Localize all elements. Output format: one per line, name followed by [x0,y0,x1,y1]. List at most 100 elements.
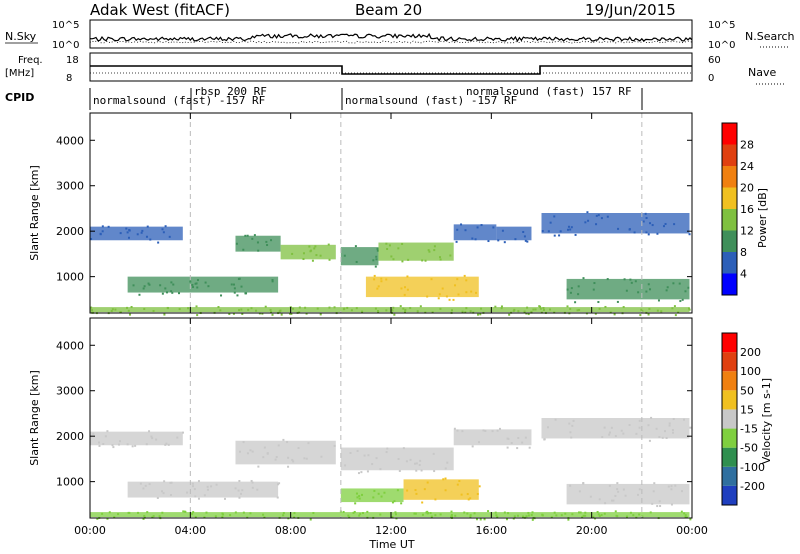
velocity-echo-speckle [396,489,399,492]
velocity-echo-speckle [581,516,584,519]
nsearch-tick-high: 10^5 [708,20,735,31]
power-echo-speckle [403,293,406,296]
velocity-echo-speckle [415,462,418,465]
power-echo-speckle [119,311,122,314]
power-echo-speckle [549,308,552,311]
power-echo-speckle [194,282,197,285]
velocity-echo-speckle [169,481,172,484]
velocity-echo-speckle [473,512,476,515]
velocity-echo-speckle [670,485,673,488]
power-echo-speckle [328,258,331,261]
power-echo-speckle [399,305,402,308]
velocity-echo-speckle [430,515,433,518]
power-echo-speckle [517,310,520,313]
velocity-echo-speckle [92,432,95,435]
velocity-echo-speckle [397,458,400,461]
velocity-echo-speckle [102,442,105,445]
velocity-echo-speckle [242,441,245,444]
freq-trace [90,65,692,75]
velocity-echo-speckle [491,430,494,433]
power-colorbar-cell [722,123,737,145]
power-echo-speckle [189,280,192,283]
velocity-colorbar-cell [722,428,737,448]
nsky-strip-frame [89,19,693,49]
power-echo-band-6 [496,226,532,241]
velocity-echo-speckle [112,446,115,449]
velocity-colorbar-tick: -200 [740,480,765,493]
power-echo-speckle [649,288,652,291]
power-echo-speckle [577,293,580,296]
power-echo-speckle [452,298,455,301]
velocity-echo-speckle [409,458,412,461]
velocity-echo-speckle [476,518,479,521]
velocity-echo-speckle [521,441,524,444]
power-echo-speckle [553,215,556,218]
power-echo-speckle [648,307,651,310]
power-echo-speckle [110,310,113,313]
velocity-echo-speckle [359,512,362,515]
power-echo-speckle [656,232,659,235]
velocity-echo-speckle [483,518,486,521]
velocity-echo-speckle [555,514,558,517]
velocity-echo-speckle [653,482,656,485]
velocity-echo-speckle [478,485,481,488]
power-echo-speckle [101,225,104,228]
power-echo-speckle [187,307,190,310]
velocity-echo-speckle [97,441,100,444]
nsearch-tick-low: 10^0 [708,40,735,51]
power-echo-speckle [140,231,143,234]
velocity-ytick-label: 4000 [56,339,84,352]
velocity-echo-speckle [111,444,114,447]
velocity-echo-speckle [616,488,619,491]
power-echo-speckle [542,306,545,309]
xtick-label: 00:00 [74,524,106,537]
power-echo-speckle [191,283,194,286]
power-echo-speckle [350,309,353,312]
velocity-echo-speckle [543,438,546,441]
power-echo-speckle [569,291,572,294]
power-echo-speckle [298,311,301,314]
power-echo-speckle [264,305,267,308]
power-echo-speckle [138,293,141,296]
velocity-echo-speckle [400,502,403,505]
power-echo-speckle [419,305,422,308]
power-echo-band-5 [453,224,497,241]
power-echo-speckle [196,286,199,289]
velocity-echo-speckle [674,484,677,487]
power-echo-speckle [361,310,364,313]
power-colorbar-cell [722,209,737,231]
power-echo-speckle [441,287,444,290]
xtick-label: 00:00 [676,524,708,537]
velocity-echo-speckle [569,431,572,434]
velocity-echo-speckle [616,515,619,518]
power-echo-speckle [673,223,676,226]
power-echo-speckle [534,308,537,311]
velocity-echo-speckle [638,488,641,491]
velocity-echo-speckle [582,482,585,485]
velocity-echo-speckle [426,512,429,515]
velocity-echo-speckle [257,465,260,468]
power-echo-speckle [657,299,660,302]
velocity-echo-speckle [134,444,137,447]
power-echo-speckle [439,258,442,261]
power-echo-speckle [449,254,452,257]
power-echo-speckle [390,255,393,258]
velocity-echo-speckle [531,511,534,514]
power-echo-speckle [244,234,247,237]
velocity-echo-speckle [372,496,375,499]
power-echo-speckle [238,309,241,312]
power-echo-speckle [688,308,691,311]
velocity-echo-speckle [579,511,582,514]
power-echo-speckle [171,291,174,294]
power-echo-speckle [230,283,233,286]
power-echo-speckle [302,252,305,255]
velocity-echo-speckle [170,481,173,484]
power-colorbar-cell [722,144,737,166]
velocity-echo-speckle [274,458,277,461]
power-echo-speckle [430,278,433,281]
velocity-echo-speckle [402,447,405,450]
velocity-echo-speckle [608,431,611,434]
velocity-echo-speckle [186,491,189,494]
velocity-echo-speckle [118,440,121,443]
velocity-echo-speckle [469,515,472,518]
